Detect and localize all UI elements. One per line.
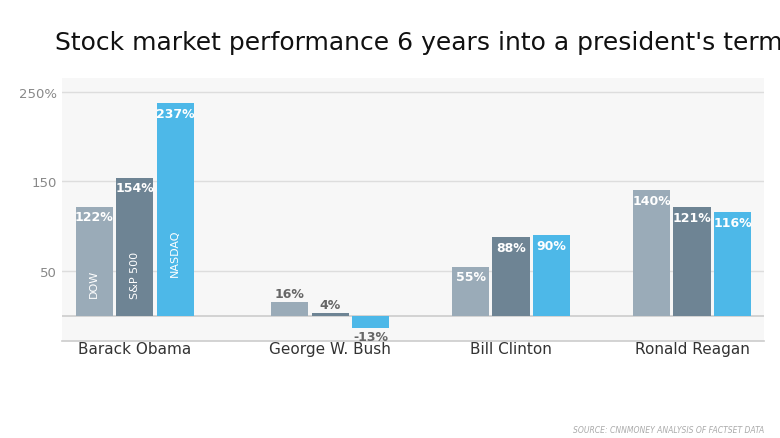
- Bar: [116, 178, 154, 317]
- Bar: [714, 212, 751, 317]
- Text: Barack Obama: Barack Obama: [78, 341, 191, 356]
- Text: Stock market performance 6 years into a president's term: Stock market performance 6 years into a …: [55, 31, 780, 55]
- Text: 140%: 140%: [632, 194, 671, 208]
- Bar: [157, 104, 194, 317]
- Bar: [271, 302, 308, 317]
- Text: SOURCE: CNNMONEY ANALYSIS OF FACTSET DATA: SOURCE: CNNMONEY ANALYSIS OF FACTSET DAT…: [573, 424, 764, 434]
- Text: 154%: 154%: [115, 182, 154, 195]
- Text: 55%: 55%: [456, 271, 486, 284]
- Text: 88%: 88%: [496, 241, 526, 254]
- Text: Ronald Reagan: Ronald Reagan: [635, 341, 750, 356]
- Bar: [452, 267, 489, 317]
- Text: George W. Bush: George W. Bush: [269, 341, 391, 356]
- Text: Bill Clinton: Bill Clinton: [470, 341, 552, 356]
- Text: 122%: 122%: [75, 211, 114, 224]
- Bar: [492, 237, 530, 317]
- Text: -13%: -13%: [353, 330, 388, 343]
- Text: NASDAQ: NASDAQ: [170, 229, 180, 276]
- Text: 4%: 4%: [320, 298, 341, 311]
- Bar: [311, 313, 349, 317]
- Bar: [352, 317, 389, 328]
- Text: S&P 500: S&P 500: [129, 251, 140, 299]
- Bar: [533, 236, 570, 317]
- Text: 237%: 237%: [156, 108, 195, 120]
- Text: 90%: 90%: [537, 240, 566, 252]
- Bar: [633, 191, 670, 317]
- Text: 16%: 16%: [275, 287, 304, 300]
- Text: 121%: 121%: [672, 212, 711, 225]
- Text: DOW: DOW: [89, 270, 99, 298]
- Text: 116%: 116%: [713, 216, 752, 229]
- Bar: [76, 207, 113, 317]
- Bar: [673, 208, 711, 317]
